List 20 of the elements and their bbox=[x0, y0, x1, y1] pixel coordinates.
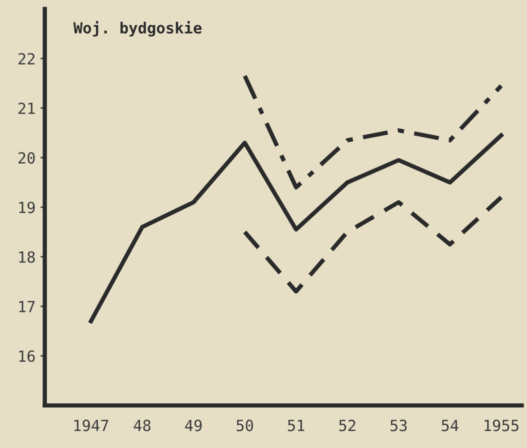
x-tick-label: 52 bbox=[339, 420, 356, 432]
x-tick-label: 51 bbox=[288, 420, 304, 432]
y-tick-label: 21 bbox=[18, 102, 35, 114]
y-tick-label: 17 bbox=[19, 301, 35, 312]
y-tick-label: 16 bbox=[19, 350, 35, 362]
line-series bbox=[242, 74, 504, 190]
x-tick-label: 49 bbox=[185, 420, 202, 432]
x-tick-label: 1955 bbox=[484, 420, 518, 432]
x-tick-label: 50 bbox=[236, 420, 254, 432]
y-tick-label: 20 bbox=[18, 152, 35, 164]
line-series bbox=[88, 133, 504, 324]
text: Woj. bydgoskie bbox=[73, 20, 202, 37]
y-tick-label: 22 bbox=[18, 53, 34, 64]
line-series bbox=[242, 195, 504, 294]
y-tick-label: 19 bbox=[19, 202, 35, 214]
x-tick-label: 54 bbox=[442, 420, 458, 432]
x-tick-label: 1947 bbox=[74, 420, 108, 432]
x-tick-label: 53 bbox=[390, 420, 407, 432]
x-tick-label: 48 bbox=[134, 420, 150, 432]
y-tick-label: 18 bbox=[19, 251, 35, 263]
